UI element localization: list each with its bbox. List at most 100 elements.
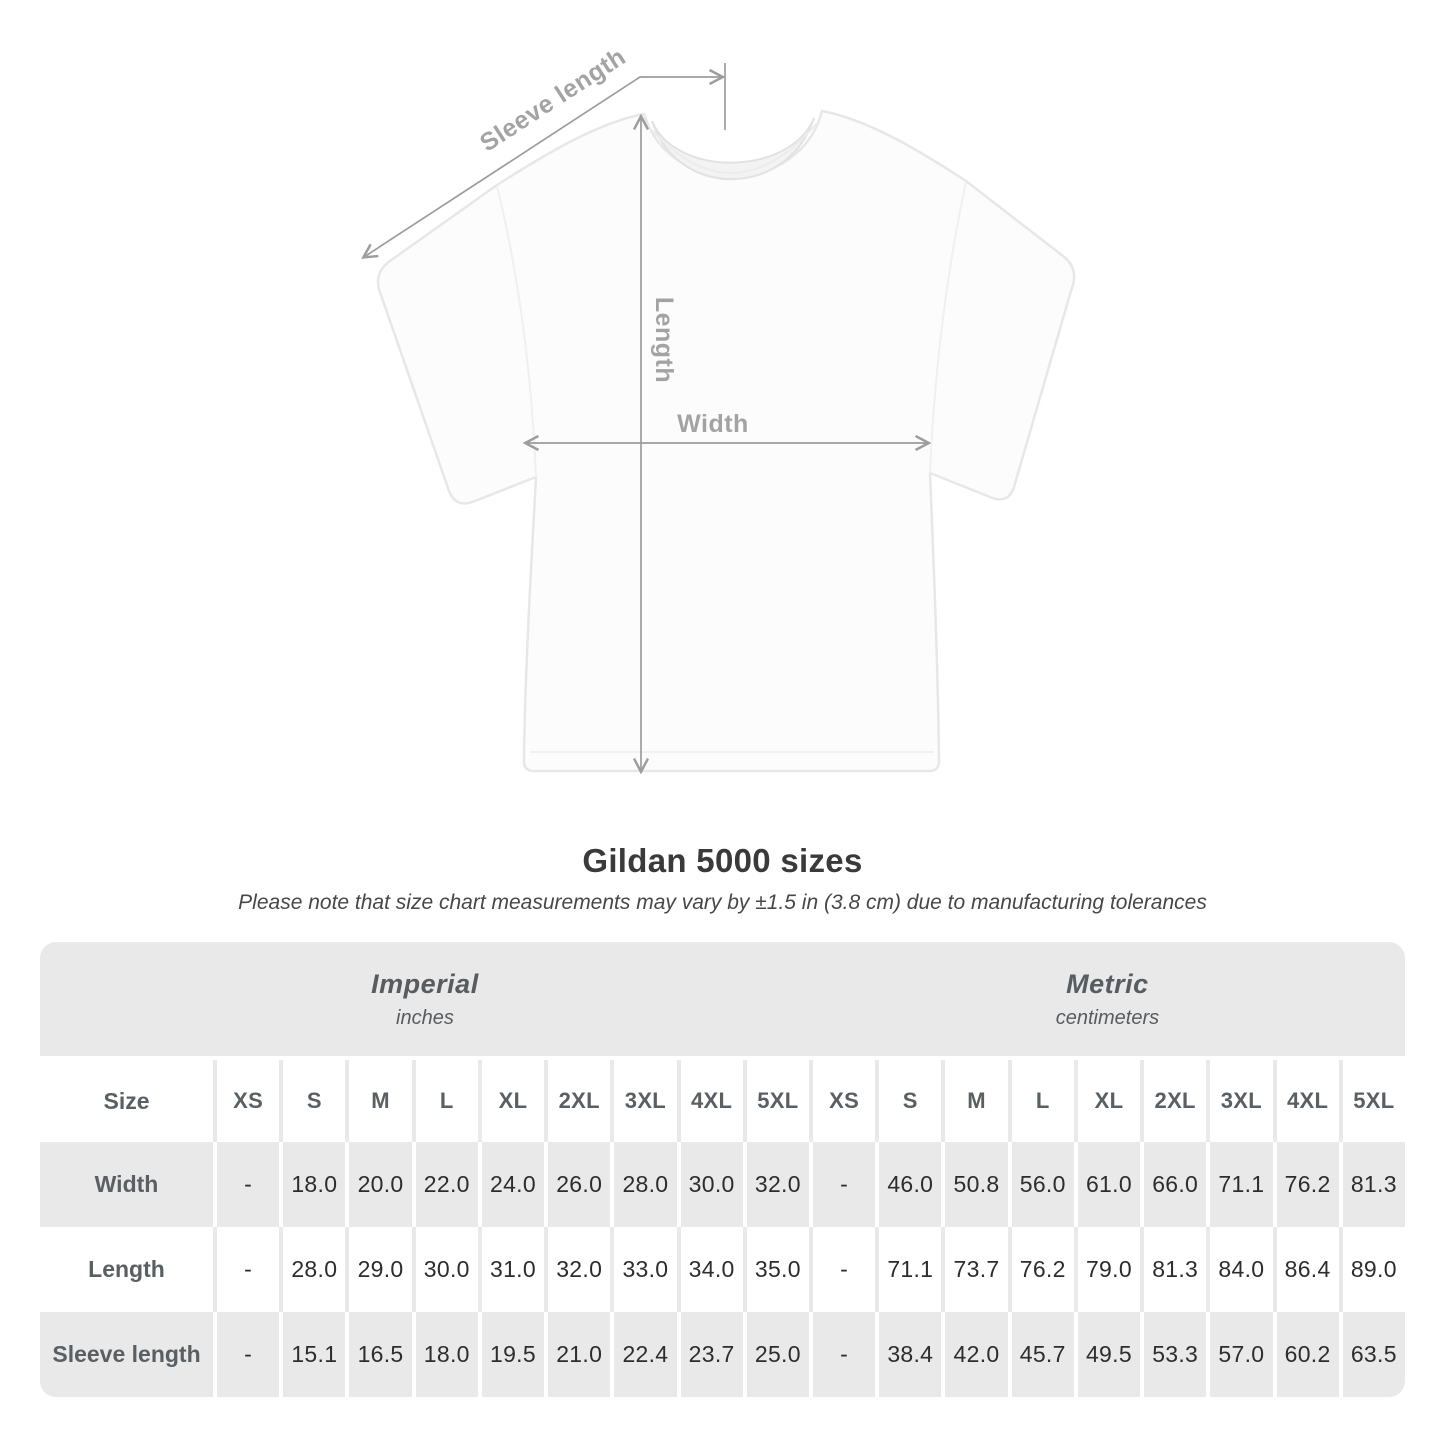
measurement-cell: 46.0 (879, 1142, 942, 1227)
size-column-header: 3XL (614, 1060, 677, 1142)
measurement-cell: 79.0 (1077, 1227, 1141, 1312)
measurement-cell: 21.0 (548, 1312, 611, 1397)
measurement-cell: 18.0 (415, 1312, 478, 1397)
measurement-cell: 89.0 (1342, 1227, 1405, 1312)
size-header-row: Size XS S M L XL 2XL 3XL 4XL 5XL XS S M L XL 2XL 3XL 4XL 5… (40, 1060, 1405, 1142)
imperial-group-label: Imperial (371, 968, 479, 999)
measurement-cell: 73.7 (945, 1227, 1008, 1312)
table-row: Length -28.0 29.0 30.0 31.0 32.0 33.0 34.0 35.0-… (40, 1227, 1405, 1312)
size-column-header: S (879, 1060, 942, 1142)
measurement-cell: 49.5 (1077, 1312, 1141, 1397)
imperial-group-unit: inches (396, 1006, 454, 1029)
measurement-cell: 28.0 (283, 1227, 346, 1312)
size-column-header: 2XL (1144, 1060, 1207, 1142)
measurement-cell: 42.0 (945, 1312, 1008, 1397)
measurement-cell: 45.7 (1011, 1312, 1074, 1397)
metric-group-label: Metric (1066, 968, 1149, 999)
size-column-header: M (945, 1060, 1008, 1142)
measurement-cell: 30.0 (415, 1227, 478, 1312)
measurement-cell: 30.0 (680, 1142, 743, 1227)
measurement-lines (364, 63, 928, 771)
measurement-cell: 22.4 (614, 1312, 677, 1397)
measurement-cell: 29.0 (349, 1227, 412, 1312)
table-row: Sleeve length -15.1 16.5 18.0 19.5 21.0 22.4 23… (40, 1312, 1405, 1397)
measurement-cell: 34.0 (680, 1227, 743, 1312)
measurement-cell: 76.2 (1011, 1227, 1074, 1312)
size-column-header: L (1011, 1060, 1074, 1142)
size-column-header: 4XL (680, 1060, 743, 1142)
tolerance-note: Please note that size chart measurements… (238, 891, 1207, 914)
measurement-cell: 81.3 (1342, 1142, 1405, 1227)
measurement-cell: 15.1 (283, 1312, 346, 1397)
measurement-cell: 71.1 (879, 1227, 942, 1312)
measurement-cell: 56.0 (1011, 1142, 1074, 1227)
unit-group-header: Imperial inches Metric centimeters (40, 942, 1405, 1056)
length-label: Length (650, 297, 678, 383)
table-row: Width -18.0 20.0 22.0 24.0 26.0 28.0 30.0 32.0-4… (40, 1142, 1405, 1227)
measurement-cell: 57.0 (1210, 1312, 1273, 1397)
row-label: Length (40, 1227, 213, 1312)
row-label: Sleeve length (40, 1312, 213, 1397)
measurement-cell: 18.0 (283, 1142, 346, 1227)
measurement-cell: 20.0 (349, 1142, 412, 1227)
width-label: Width (677, 410, 749, 438)
size-grid: Size XS S M L XL 2XL 3XL 4XL 5XL XS S M L XL 2XL 3XL 4XL 5… (40, 1060, 1405, 1397)
measurement-cell: 32.0 (746, 1142, 809, 1227)
row-label: Width (40, 1142, 213, 1227)
measurement-cell: 26.0 (548, 1142, 611, 1227)
measurement-cell: 19.5 (481, 1312, 545, 1397)
tshirt-measurement-diagram: Sleeve length Length Width (0, 43, 1076, 836)
measurement-cell: 33.0 (614, 1227, 677, 1312)
size-column-header: 4XL (1276, 1060, 1339, 1142)
measurement-cell: 76.2 (1276, 1142, 1339, 1227)
measurement-cell: 35.0 (746, 1227, 809, 1312)
measurement-cell: 63.5 (1342, 1312, 1405, 1397)
measurement-cell: 22.0 (415, 1142, 478, 1227)
right-armhole-seam (929, 181, 967, 474)
measurement-cell: 60.2 (1276, 1312, 1339, 1397)
size-column-header: M (349, 1060, 412, 1142)
size-column-header: 5XL (1342, 1060, 1405, 1142)
measurement-cell: 16.5 (349, 1312, 412, 1397)
measurement-cell: 23.7 (680, 1312, 743, 1397)
measurement-cell: 38.4 (879, 1312, 942, 1397)
measurement-cell: 31.0 (481, 1227, 545, 1312)
measurement-cell: - (217, 1312, 280, 1397)
measurement-cell: - (812, 1312, 876, 1397)
measurement-cell: 81.3 (1144, 1227, 1207, 1312)
row-label: Size (40, 1060, 213, 1142)
imperial-group-header: Imperial inches (40, 942, 810, 1056)
page-title: Gildan 5000 sizes (582, 842, 863, 879)
metric-group-header: Metric centimeters (810, 942, 1405, 1056)
measurement-cell: 84.0 (1210, 1227, 1273, 1312)
size-column-header: L (415, 1060, 478, 1142)
size-column-header: XS (217, 1060, 280, 1142)
size-column-header: 5XL (746, 1060, 809, 1142)
measurement-cell: - (217, 1142, 280, 1227)
size-column-header: XS (812, 1060, 876, 1142)
sleeve-length-arrow (364, 77, 722, 257)
measurement-cell: 25.0 (746, 1312, 809, 1397)
measurement-cell: 53.3 (1144, 1312, 1207, 1397)
measurement-cell: 24.0 (481, 1142, 545, 1227)
measurement-cell: 86.4 (1276, 1227, 1339, 1312)
tshirt-illustration (376, 109, 1076, 773)
measurement-cell: 32.0 (548, 1227, 611, 1312)
measurement-cell: 50.8 (945, 1142, 1008, 1227)
measurement-cell: - (812, 1227, 876, 1312)
size-column-header: S (283, 1060, 346, 1142)
measurement-cell: 28.0 (614, 1142, 677, 1227)
measurement-cell: 61.0 (1077, 1142, 1141, 1227)
measurement-cell: - (812, 1142, 876, 1227)
size-column-header: 2XL (548, 1060, 611, 1142)
size-column-header: XL (1077, 1060, 1141, 1142)
tshirt-body (376, 109, 1076, 773)
metric-group-unit: centimeters (1055, 1006, 1160, 1029)
measurement-cell: 66.0 (1144, 1142, 1207, 1227)
size-column-header: 3XL (1210, 1060, 1273, 1142)
size-table: Imperial inches Metric centimeters Size X… (40, 942, 1405, 1397)
measurement-cell: 71.1 (1210, 1142, 1273, 1227)
measurement-cell: - (217, 1227, 280, 1312)
size-column-header: XL (481, 1060, 545, 1142)
